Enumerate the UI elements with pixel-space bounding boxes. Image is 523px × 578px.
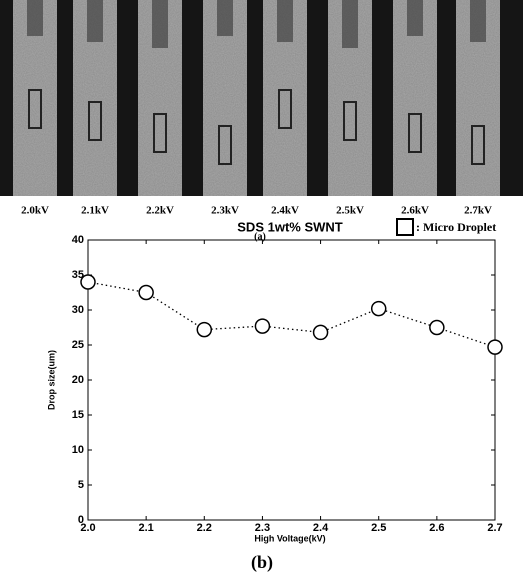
x-tick-label: 2.3 (255, 522, 270, 534)
nozzle (152, 0, 168, 48)
voltage-label: 2.2kV (146, 205, 174, 217)
y-tick-label: 0 (78, 514, 84, 526)
voltage-label: 2.3kV (211, 205, 239, 217)
voltage-label: 2.7kV (464, 205, 492, 217)
y-tick-label: 10 (72, 444, 84, 456)
chart-title: SDS 1wt% SWNT (237, 219, 343, 234)
x-tick-label: 2.2 (197, 522, 212, 534)
data-point (196, 321, 213, 338)
nozzle (407, 0, 423, 36)
y-tick-label: 35 (72, 269, 84, 281)
droplet-outline (408, 113, 422, 153)
x-tick-label: 2.0 (80, 522, 95, 534)
image-strips (13, 0, 500, 196)
data-point (487, 339, 503, 355)
legend-box (396, 218, 414, 236)
nozzle (87, 0, 103, 42)
x-tick-label: 2.1 (138, 522, 153, 534)
data-point (254, 318, 271, 334)
droplet-outline (88, 101, 102, 141)
droplet-outline (153, 113, 167, 153)
voltage-label: 2.4kV (271, 205, 299, 217)
nozzle (470, 0, 486, 42)
legend-text: : Micro Droplet (416, 220, 496, 234)
data-point (429, 319, 445, 336)
nozzle (277, 0, 293, 42)
y-tick-label: 20 (72, 374, 84, 386)
plot-frame (87, 239, 496, 521)
y-tick-label: 15 (72, 409, 84, 421)
x-tick-label: 2.5 (371, 522, 386, 534)
voltage-label: 2.1kV (81, 205, 109, 217)
x-tick-label: 2.4 (313, 522, 329, 534)
data-point (80, 274, 96, 290)
data-point (312, 324, 329, 341)
droplet-outline (343, 101, 357, 141)
x-axis-label: High Voltage(kV) (254, 533, 325, 543)
y-tick-label: 5 (78, 479, 84, 491)
nozzle (27, 0, 43, 36)
caption-a: (a) (254, 231, 266, 242)
x-tick-label: 2.6 (429, 522, 444, 534)
voltage-label: 2.0kV (21, 205, 49, 217)
caption-b: (b) (251, 552, 273, 573)
voltage-label: 2.6kV (401, 205, 429, 217)
y-axis-label: Drop size(um) (46, 350, 56, 410)
droplet-outline (278, 89, 292, 129)
nozzle (342, 0, 358, 48)
y-tick-label: 30 (72, 304, 84, 316)
droplet-outline (471, 125, 485, 165)
droplet-outline (218, 125, 232, 165)
x-tick-label: 2.7 (487, 522, 502, 534)
data-point (138, 284, 154, 301)
nozzle (217, 0, 233, 36)
data-point (370, 300, 387, 317)
droplet-outline (28, 89, 42, 129)
y-tick-label: 40 (72, 234, 84, 246)
voltage-label: 2.5kV (336, 205, 364, 217)
y-tick-label: 25 (72, 339, 84, 351)
